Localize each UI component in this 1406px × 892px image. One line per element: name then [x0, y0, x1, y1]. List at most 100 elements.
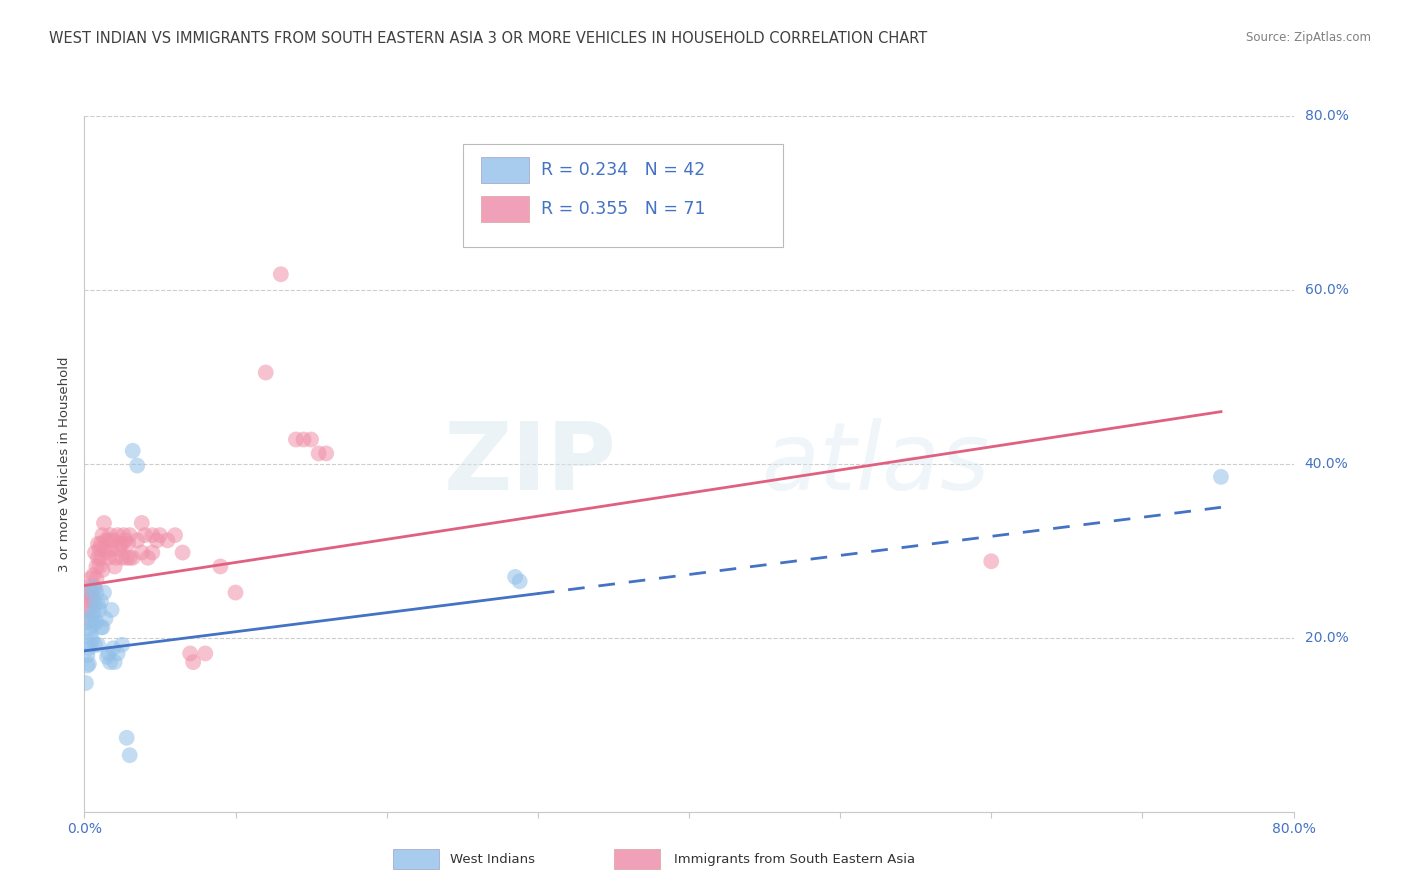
Point — [86, 572, 108, 586]
Point — [77, 641, 100, 656]
Point — [80, 603, 103, 617]
FancyBboxPatch shape — [481, 157, 529, 184]
Point — [134, 528, 156, 542]
Point — [91, 563, 114, 577]
Text: West Indians: West Indians — [450, 853, 534, 865]
Point — [87, 598, 110, 612]
Point — [179, 647, 201, 661]
Text: atlas: atlas — [762, 418, 990, 509]
Point — [115, 731, 138, 745]
Point — [91, 620, 114, 634]
Point — [117, 537, 139, 551]
Point — [110, 537, 132, 551]
Text: Immigrants from South Eastern Asia: Immigrants from South Eastern Asia — [675, 853, 915, 865]
FancyBboxPatch shape — [481, 196, 529, 222]
Point — [79, 585, 101, 599]
Point — [79, 614, 101, 628]
Point — [1209, 470, 1232, 484]
Text: 20.0%: 20.0% — [1305, 631, 1348, 645]
Point — [118, 528, 141, 542]
FancyBboxPatch shape — [614, 848, 659, 870]
Point — [93, 585, 115, 599]
Point — [503, 570, 526, 584]
Point — [112, 528, 135, 542]
Point — [254, 366, 277, 380]
Point — [104, 559, 127, 574]
Y-axis label: 3 or more Vehicles in Household: 3 or more Vehicles in Household — [58, 356, 72, 572]
Point — [98, 655, 121, 669]
Point — [94, 612, 117, 626]
Point — [114, 533, 136, 548]
Point — [284, 433, 308, 447]
Point — [76, 589, 98, 603]
Text: WEST INDIAN VS IMMIGRANTS FROM SOUTH EASTERN ASIA 3 OR MORE VEHICLES IN HOUSEHOL: WEST INDIAN VS IMMIGRANTS FROM SOUTH EAS… — [49, 31, 928, 46]
Point — [80, 609, 103, 624]
Point — [93, 542, 115, 557]
Text: 40.0%: 40.0% — [1305, 457, 1348, 471]
Point — [97, 533, 120, 548]
FancyBboxPatch shape — [463, 144, 783, 247]
Point — [121, 550, 143, 565]
Point — [209, 559, 232, 574]
Point — [84, 598, 107, 612]
Point — [79, 638, 101, 652]
Point — [82, 568, 104, 582]
Point — [100, 542, 122, 557]
Point — [141, 528, 163, 542]
Point — [87, 537, 110, 551]
Point — [76, 603, 98, 617]
Point — [77, 622, 100, 636]
Point — [80, 585, 103, 599]
Point — [87, 550, 110, 565]
Point — [82, 580, 104, 594]
Point — [104, 655, 127, 669]
Point — [82, 607, 104, 621]
Point — [111, 638, 134, 652]
Point — [96, 545, 118, 559]
Point — [82, 617, 104, 632]
Point — [100, 603, 122, 617]
Point — [509, 574, 531, 589]
Point — [146, 533, 169, 548]
Point — [131, 516, 153, 530]
Point — [107, 528, 129, 542]
Point — [292, 433, 315, 447]
Point — [108, 542, 131, 557]
Point — [101, 533, 124, 548]
Point — [163, 528, 186, 542]
Point — [84, 580, 107, 594]
Point — [118, 748, 141, 763]
Point — [89, 603, 111, 617]
Point — [111, 550, 134, 565]
Point — [89, 542, 111, 557]
Point — [111, 537, 134, 551]
Text: R = 0.234   N = 42: R = 0.234 N = 42 — [541, 161, 706, 179]
Point — [86, 559, 108, 574]
Point — [127, 458, 149, 473]
Point — [77, 594, 100, 608]
FancyBboxPatch shape — [392, 848, 439, 870]
Point — [84, 638, 107, 652]
Point — [105, 550, 128, 565]
Point — [80, 632, 103, 647]
Point — [79, 572, 101, 586]
Point — [76, 648, 98, 662]
Point — [90, 620, 112, 634]
Point — [308, 446, 330, 460]
Point — [97, 550, 120, 565]
Text: 80.0%: 80.0% — [1305, 109, 1348, 123]
Point — [76, 658, 98, 673]
Point — [127, 533, 149, 548]
Point — [136, 550, 159, 565]
Text: 60.0%: 60.0% — [1305, 283, 1348, 297]
Point — [75, 676, 97, 690]
Point — [980, 554, 1002, 568]
Point — [149, 528, 172, 542]
Point — [98, 528, 121, 542]
Point — [315, 446, 337, 460]
Point — [270, 267, 292, 281]
Point — [90, 550, 112, 565]
Point — [82, 594, 104, 608]
Point — [141, 545, 163, 559]
Point — [75, 615, 97, 629]
